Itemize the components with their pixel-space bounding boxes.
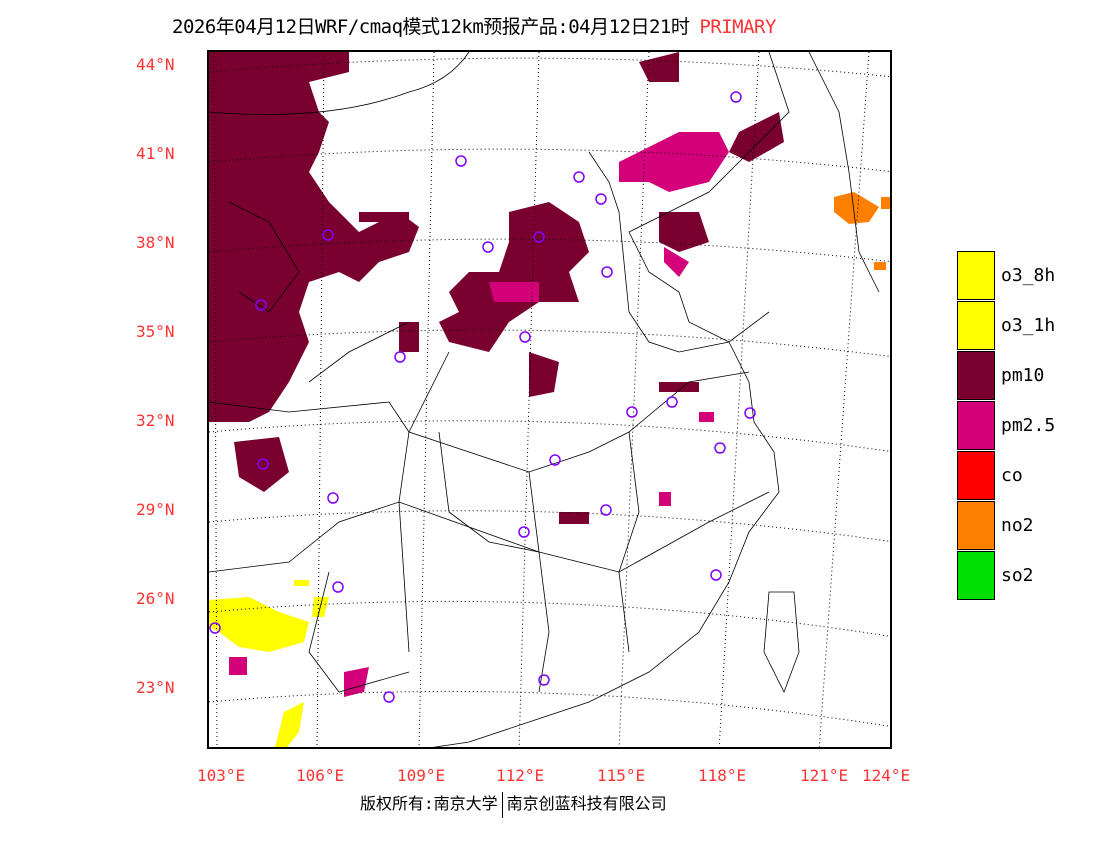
- boundaries: [209, 52, 880, 747]
- lon-label: 115°E: [597, 766, 646, 785]
- copyright-right: 南京创蓝科技有限公司: [506, 794, 667, 813]
- lat-label: 26°N: [136, 589, 175, 608]
- lat-label: 32°N: [136, 411, 175, 430]
- no2-areas: [834, 192, 890, 270]
- lon-label: 124°E: [862, 766, 911, 785]
- lon-label: 109°E: [397, 766, 446, 785]
- legend-swatch: [957, 450, 995, 500]
- lat-label: 44°N: [136, 55, 175, 74]
- lat-label: 29°N: [136, 500, 175, 519]
- pm25-areas: [229, 132, 729, 697]
- lat-label: 41°N: [136, 144, 175, 163]
- lon-label: 103°E: [197, 766, 246, 785]
- city-markers: [209, 91, 756, 703]
- title-text: 2026年04月12日WRF/cmaq模式12km预报产品:04月12日21时: [172, 16, 690, 38]
- divider: [501, 791, 503, 818]
- o3-areas: [209, 580, 329, 747]
- legend-swatch: [957, 400, 995, 450]
- legend-item-co: co: [957, 450, 1055, 500]
- legend-swatch: [957, 350, 995, 400]
- legend-item-o3-8h: o3_8h: [957, 250, 1055, 300]
- lon-label: 112°E: [496, 766, 545, 785]
- title-highlight: PRIMARY: [699, 16, 776, 38]
- legend-swatch: [957, 300, 995, 350]
- lon-label: 118°E: [698, 766, 747, 785]
- lon-label: 106°E: [296, 766, 345, 785]
- legend-item-so2: so2: [957, 550, 1055, 600]
- map-title: 2026年04月12日WRF/cmaq模式12km预报产品:04月12日21时 P…: [172, 12, 776, 39]
- lat-label: 38°N: [136, 233, 175, 252]
- lat-label: 35°N: [136, 322, 175, 341]
- legend-item-no2: no2: [957, 500, 1055, 550]
- legend-swatch: [957, 250, 995, 300]
- legend-item-pm10: pm10: [957, 350, 1055, 400]
- legend: o3_8h o3_1h pm10 pm2.5 co no2 so2: [957, 250, 1055, 600]
- legend-label: no2: [1001, 514, 1034, 536]
- legend-item-o3-1h: o3_1h: [957, 300, 1055, 350]
- lat-label: 23°N: [136, 678, 175, 697]
- pm10-areas: [209, 52, 784, 524]
- lon-label: 121°E: [800, 766, 849, 785]
- graticule: [209, 52, 890, 747]
- map-canvas: [209, 52, 890, 747]
- legend-item-pm25: pm2.5: [957, 400, 1055, 450]
- legend-swatch: [957, 550, 995, 600]
- legend-label: pm10: [1001, 364, 1045, 386]
- copyright-left: 版权所有:南京大学: [360, 794, 498, 813]
- legend-label: so2: [1001, 564, 1034, 586]
- pollutant-map: [207, 50, 892, 749]
- legend-swatch: [957, 500, 995, 550]
- legend-label: pm2.5: [1001, 414, 1056, 436]
- legend-label: o3_8h: [1001, 264, 1056, 286]
- legend-label: co: [1001, 464, 1023, 486]
- copyright: 版权所有:南京大学 南京创蓝科技有限公司: [360, 790, 667, 818]
- legend-label: o3_1h: [1001, 314, 1056, 336]
